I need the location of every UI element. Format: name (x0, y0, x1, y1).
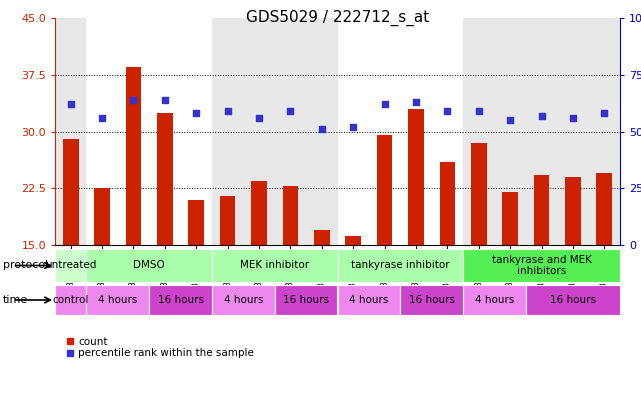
Text: 16 hours: 16 hours (283, 295, 329, 305)
Text: 16 hours: 16 hours (158, 295, 204, 305)
Bar (212, 249, 338, 282)
Bar (338, 18, 463, 245)
Bar (126, 67, 141, 245)
Bar (188, 200, 204, 245)
Point (97, 115, 107, 121)
Point (537, 112, 547, 119)
Point (411, 99, 421, 105)
Text: 4 hours: 4 hours (475, 295, 514, 305)
Bar (149, 285, 212, 315)
Point (65, 101, 76, 107)
Point (222, 108, 233, 114)
Point (599, 110, 610, 116)
Bar (87, 249, 212, 282)
Bar (314, 230, 329, 245)
Legend: count, percentile rank within the sample: count, percentile rank within the sample (60, 333, 258, 363)
Bar (503, 192, 518, 245)
Bar (55, 18, 87, 245)
Bar (338, 285, 400, 315)
Point (128, 97, 138, 103)
Bar (463, 249, 620, 282)
Bar (55, 285, 87, 315)
Bar (440, 162, 455, 245)
Bar (283, 186, 298, 245)
Point (442, 108, 453, 114)
Bar (534, 174, 549, 245)
Bar (338, 249, 463, 282)
Bar (87, 18, 212, 245)
Bar (251, 181, 267, 245)
Text: DMSO: DMSO (133, 261, 165, 270)
Text: 16 hours: 16 hours (409, 295, 454, 305)
Bar (220, 196, 235, 245)
Bar (212, 285, 275, 315)
Text: control: control (53, 295, 89, 305)
Point (348, 124, 358, 130)
Bar (94, 188, 110, 245)
Bar (345, 236, 361, 245)
Bar (463, 285, 526, 315)
Bar (408, 109, 424, 245)
Text: tankyrase and MEK
inhibitors: tankyrase and MEK inhibitors (492, 255, 592, 276)
Point (317, 126, 327, 132)
Text: 4 hours: 4 hours (349, 295, 388, 305)
Text: 16 hours: 16 hours (550, 295, 596, 305)
Bar (377, 135, 392, 245)
Text: 4 hours: 4 hours (98, 295, 137, 305)
Bar (55, 249, 87, 282)
Point (160, 97, 170, 103)
Bar (275, 285, 338, 315)
Bar (565, 177, 581, 245)
Point (474, 108, 484, 114)
Bar (471, 143, 487, 245)
Text: 4 hours: 4 hours (224, 295, 263, 305)
Point (568, 115, 578, 121)
Text: untreated: untreated (45, 261, 96, 270)
Bar (212, 18, 338, 245)
Point (254, 115, 264, 121)
Text: tankyrase inhibitor: tankyrase inhibitor (351, 261, 449, 270)
Text: time: time (3, 295, 28, 305)
Bar (87, 285, 149, 315)
Text: protocol: protocol (3, 261, 49, 270)
Bar (526, 285, 620, 315)
Bar (157, 112, 172, 245)
Text: MEK inhibitor: MEK inhibitor (240, 261, 310, 270)
Point (191, 110, 201, 116)
Text: GDS5029 / 222712_s_at: GDS5029 / 222712_s_at (246, 10, 429, 26)
Bar (597, 173, 612, 245)
Point (285, 108, 296, 114)
Point (379, 101, 390, 107)
Bar (463, 18, 620, 245)
Point (505, 117, 515, 123)
Bar (63, 139, 79, 245)
Bar (400, 285, 463, 315)
